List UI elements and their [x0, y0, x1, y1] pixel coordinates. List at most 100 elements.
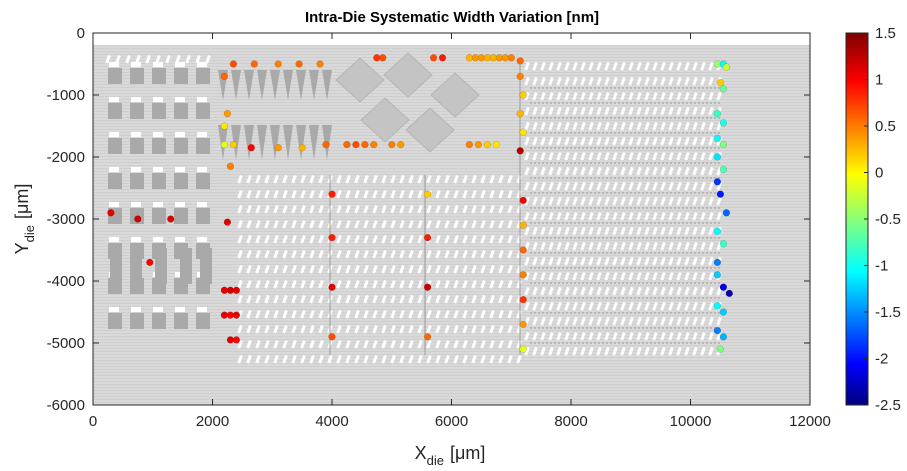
die-dash: [408, 220, 414, 229]
die-dash: [524, 331, 530, 341]
die-dash: [596, 122, 602, 131]
die-dash: [588, 227, 594, 236]
die-dash: [612, 302, 618, 311]
die-dash: [572, 92, 578, 101]
die-dash: [246, 265, 252, 274]
die-dash: [716, 331, 722, 341]
die-dash: [684, 301, 690, 311]
die-dash: [498, 340, 504, 349]
die-dash: [381, 355, 387, 364]
die-dash: [291, 190, 297, 199]
die-dash: [444, 355, 450, 364]
die-dash: [372, 175, 378, 184]
die-dash: [660, 182, 666, 191]
data-point: [713, 271, 722, 279]
die-dash: [564, 166, 570, 176]
die-dash: [596, 347, 602, 356]
die-dash: [273, 264, 279, 274]
die-dash: [660, 257, 666, 266]
die-dash: [417, 190, 423, 199]
die-dash: [489, 205, 495, 214]
die-dash: [660, 347, 666, 356]
die-dash: [620, 257, 626, 266]
die-dash: [636, 121, 642, 131]
die-dash: [668, 92, 674, 101]
die-dash: [417, 175, 423, 184]
die-dash: [612, 286, 618, 296]
die-dash: [652, 301, 658, 311]
die-dash: [660, 287, 666, 296]
die-dash: [564, 197, 570, 206]
die-dash: [480, 204, 486, 214]
die-dash: [435, 190, 441, 199]
die-dash: [532, 331, 538, 341]
x-tick-label: 2000: [196, 413, 229, 430]
die-dash: [684, 62, 690, 71]
die-dash: [652, 77, 658, 86]
die-dash: [628, 121, 634, 131]
die-block-pad: [197, 202, 207, 207]
die-dash: [628, 167, 634, 176]
die-dash: [255, 265, 261, 274]
die-dash: [692, 151, 698, 161]
die-dash: [318, 340, 324, 349]
die-dash: [399, 265, 405, 274]
die-dash: [246, 340, 252, 349]
die-block: [130, 103, 144, 119]
data-point: [516, 57, 524, 65]
die-dash: [135, 55, 141, 64]
die-dash: [604, 106, 610, 116]
data-point: [713, 109, 722, 118]
die-dash: [636, 301, 642, 311]
die-dash: [480, 340, 486, 349]
die-diamond-pad: [430, 72, 480, 118]
x-tick-label: 8000: [554, 413, 587, 430]
data-point: [519, 271, 527, 279]
die-dash: [572, 122, 578, 131]
die-dash: [556, 92, 562, 101]
die-dash: [354, 340, 360, 349]
die-dash: [548, 76, 554, 86]
die-dash: [300, 354, 306, 364]
die-dash: [708, 136, 714, 146]
die-dash: [700, 136, 706, 146]
die-dash: [363, 175, 369, 184]
die-dash: [327, 354, 333, 364]
die-dash: [636, 167, 642, 176]
die-dash: [105, 54, 111, 64]
die-dash: [668, 242, 674, 251]
data-point: [328, 233, 336, 242]
die-dash: [390, 205, 396, 214]
die-dash: [596, 181, 602, 191]
die-dash: [273, 280, 279, 289]
die-dash: [417, 340, 423, 349]
die-dash: [540, 92, 546, 101]
die-dash: [612, 347, 618, 356]
die-dash: [237, 190, 243, 199]
die-dash: [652, 182, 658, 191]
die-dash: [644, 347, 650, 356]
die-dash: [596, 271, 602, 281]
die-dash: [636, 62, 642, 71]
die-dash: [540, 332, 546, 341]
die-dash: [556, 151, 562, 161]
die-dash: [282, 204, 288, 214]
die-dash: [345, 280, 351, 289]
die-dash: [309, 324, 315, 334]
die-dash: [540, 227, 546, 236]
die-dash: [596, 62, 602, 71]
colorbar-tick-label: -1.5: [875, 304, 901, 321]
die-dash: [453, 190, 459, 199]
die-dash: [291, 339, 297, 349]
die-dash: [572, 332, 578, 341]
die-dash: [604, 317, 610, 326]
die-block: [174, 173, 188, 189]
die-dash: [264, 189, 270, 199]
die-dash: [700, 77, 706, 86]
die-dash: [237, 219, 243, 229]
die-dash: [363, 189, 369, 199]
die-dash: [237, 265, 243, 274]
die-dash: [556, 317, 562, 326]
die-dash: [318, 294, 324, 304]
die-dash: [628, 316, 634, 326]
